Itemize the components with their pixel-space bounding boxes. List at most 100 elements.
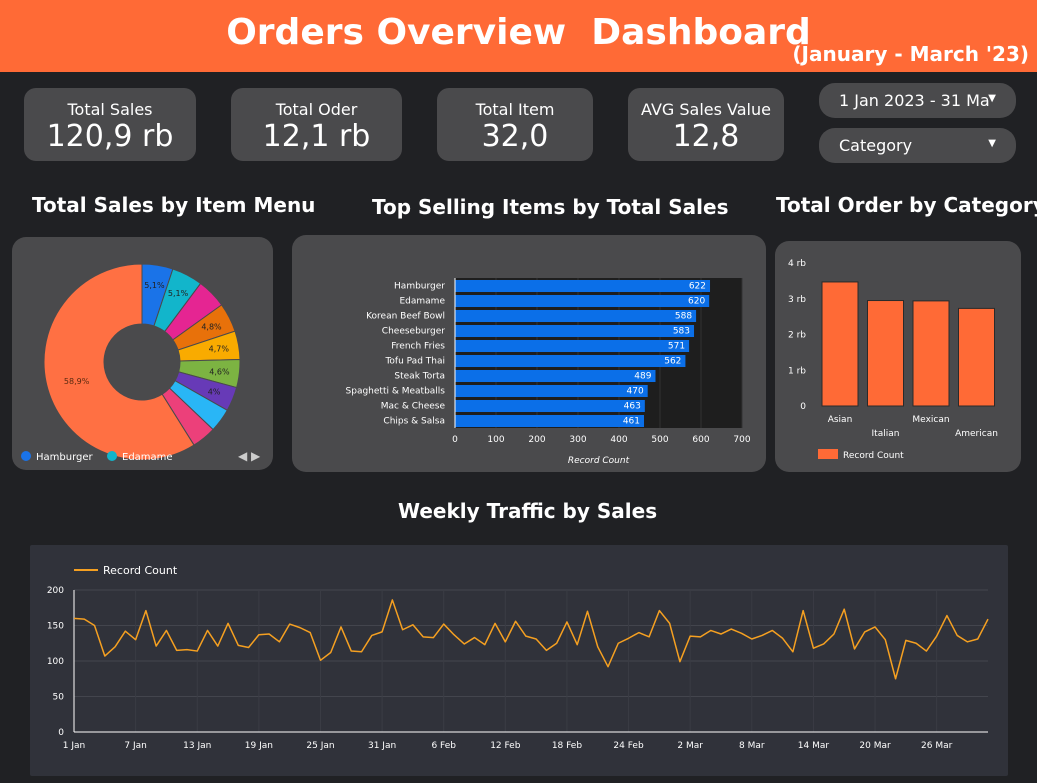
x-tick-label: 25 Jan [306,741,334,751]
kpi-value: 12,8 [672,119,740,154]
y-category-label: Spaghetti & Meatballs [346,387,446,397]
pie-slice-label: 4,8% [201,323,222,332]
bar-value-label: 489 [634,372,651,382]
x-axis-title: Record Count [568,456,630,466]
bar [455,310,697,322]
y-tick-label: 200 [47,586,64,596]
x-category-label: Asian [828,415,853,425]
bar-value-label: 588 [675,312,692,322]
y-tick-label: 50 [53,693,65,703]
bar [912,300,950,407]
x-tick-label: 19 Jan [245,741,273,751]
x-tick-label: 13 Jan [183,741,211,751]
legend-label: Edamame [122,452,173,463]
x-tick-label: 100 [487,435,504,445]
bar-value-label: 620 [688,297,705,307]
x-category-label: Italian [872,429,900,439]
line-chart-title: Weekly Traffic by Sales [398,499,658,523]
legend-label: Record Count [103,564,178,577]
x-tick-label: 600 [692,435,709,445]
kpi-value: 12,1 rb [262,119,371,154]
category-value: Category [839,136,913,155]
y-tick-label: 2 rb [788,331,806,341]
pie-slice-label: 4,6% [209,367,230,376]
bar [455,295,710,307]
category-dropdown[interactable]: Category ▼ [819,128,1016,163]
bar-value-label: 622 [689,282,706,292]
x-tick-label: 31 Jan [368,741,396,751]
x-tick-label: 26 Mar [921,741,953,751]
legend-swatch [107,451,117,461]
legend-nav-icon: ◀ ▶ [238,449,261,463]
x-tick-label: 200 [528,435,545,445]
bar-value-label: 562 [664,357,681,367]
legend-label: Record Count [843,451,904,461]
hbar-chart-title: Top Selling Items by Total Sales [372,195,729,219]
y-tick-label: 150 [47,622,64,632]
pie-slice-label: 4,7% [209,345,230,354]
line-chart-panel: 0 50 100 150 200 1 Jan 7 Jan 13 Jan 19 Jan 25 Jan… [30,545,1008,776]
y-category-label: French Fries [391,342,445,352]
kpi-value: 120,9 rb [46,119,174,154]
date-range-dropdown[interactable]: 1 Jan 2023 - 31 Ma ▼ [819,83,1016,118]
bar-value-label: 470 [627,387,644,397]
bar-value-label: 571 [668,342,685,352]
x-tick-label: 24 Feb [613,741,644,751]
x-category-label: American [955,429,998,439]
x-tick-label: 300 [569,435,586,445]
x-tick-label: 500 [651,435,668,445]
category-chart-title: Total Order by Category [776,193,1037,217]
category-bar-chart: 0 1 rb 2 rb 3 rb 4 rb Asian Italian Mexican Amer… [788,259,998,461]
y-category-label: Mac & Cheese [381,402,446,412]
dropdown-arrow-icon: ▼ [988,93,996,104]
y-category-label: Edamame [399,297,445,307]
x-tick-label: 12 Feb [490,741,521,751]
pie-chart-panel: 5,1% 5,1% 4,8% 4,7% 4,6% 4% 58,9% Hamburger Edam… [12,237,273,470]
legend-swatch [21,451,31,461]
kpi-label: Total Oder [275,100,358,119]
bar [455,400,645,412]
dashboard-header: Orders Overview Dashboard (January - Mar… [0,0,1037,72]
y-category-label: Hamburger [394,282,445,292]
pie-slice-label: 5,1% [144,281,165,290]
dashboard-title: Orders Overview Dashboard [226,12,811,53]
x-tick-label: 7 Jan [124,741,146,751]
y-category-label: Steak Torta [394,372,445,382]
pie-slice [43,263,195,461]
kpi-total-item: Total Item 32,0 [437,88,593,161]
hbar-chart: 0 100 200 300 400 500 600 700 622 Hamburger 620 Eda… [346,278,751,466]
x-tick-label: 18 Feb [552,741,583,751]
kpi-label: AVG Sales Value [641,100,771,119]
x-tick-label: 8 Mar [739,741,765,751]
y-category-label: Korean Beef Bowl [366,312,445,322]
hbar-chart-panel: 0 100 200 300 400 500 600 700 622 Hamburger 620 Eda… [292,235,766,472]
kpi-label: Total Sales [67,100,153,119]
kpi-avg-sales-value: AVG Sales Value 12,8 [628,88,784,161]
x-tick-label: 20 Mar [859,741,891,751]
x-category-label: Mexican [912,415,949,425]
y-category-label: Chips & Salsa [383,417,445,427]
y-category-label: Cheeseburger [382,327,445,337]
pie-chart: 5,1%5,1% 4,8% 4,7% 4,6% 4% 58,9% Hamburger Edam… [21,263,261,463]
pie-chart-title: Total Sales by Item Menu [32,193,316,217]
bar [821,281,859,407]
y-tick-label: 1 rb [788,366,806,376]
bar-value-label: 461 [623,417,640,427]
pie-slice-label: 58,9% [64,377,90,386]
category-chart-panel: 0 1 rb 2 rb 3 rb 4 rb Asian Italian Mexican Amer… [775,241,1021,472]
bar [455,340,690,352]
x-tick-label: 6 Feb [431,741,456,751]
bar-value-label: 463 [624,402,641,412]
kpi-total-order: Total Oder 12,1 rb [231,88,402,161]
x-tick-label: 2 Mar [677,741,703,751]
dropdown-arrow-icon: ▼ [988,138,996,149]
bar [455,415,645,427]
y-category-label: Tofu Pad Thai [384,357,445,367]
legend-label: Hamburger [36,452,94,463]
x-tick-label: 14 Mar [798,741,830,751]
y-tick-label: 3 rb [788,295,806,305]
bar [867,300,904,407]
x-tick-label: 400 [610,435,627,445]
line-chart: 0 50 100 150 200 1 Jan 7 Jan 13 Jan 19 Jan 25 Jan… [47,564,989,751]
kpi-label: Total Item [475,100,555,119]
